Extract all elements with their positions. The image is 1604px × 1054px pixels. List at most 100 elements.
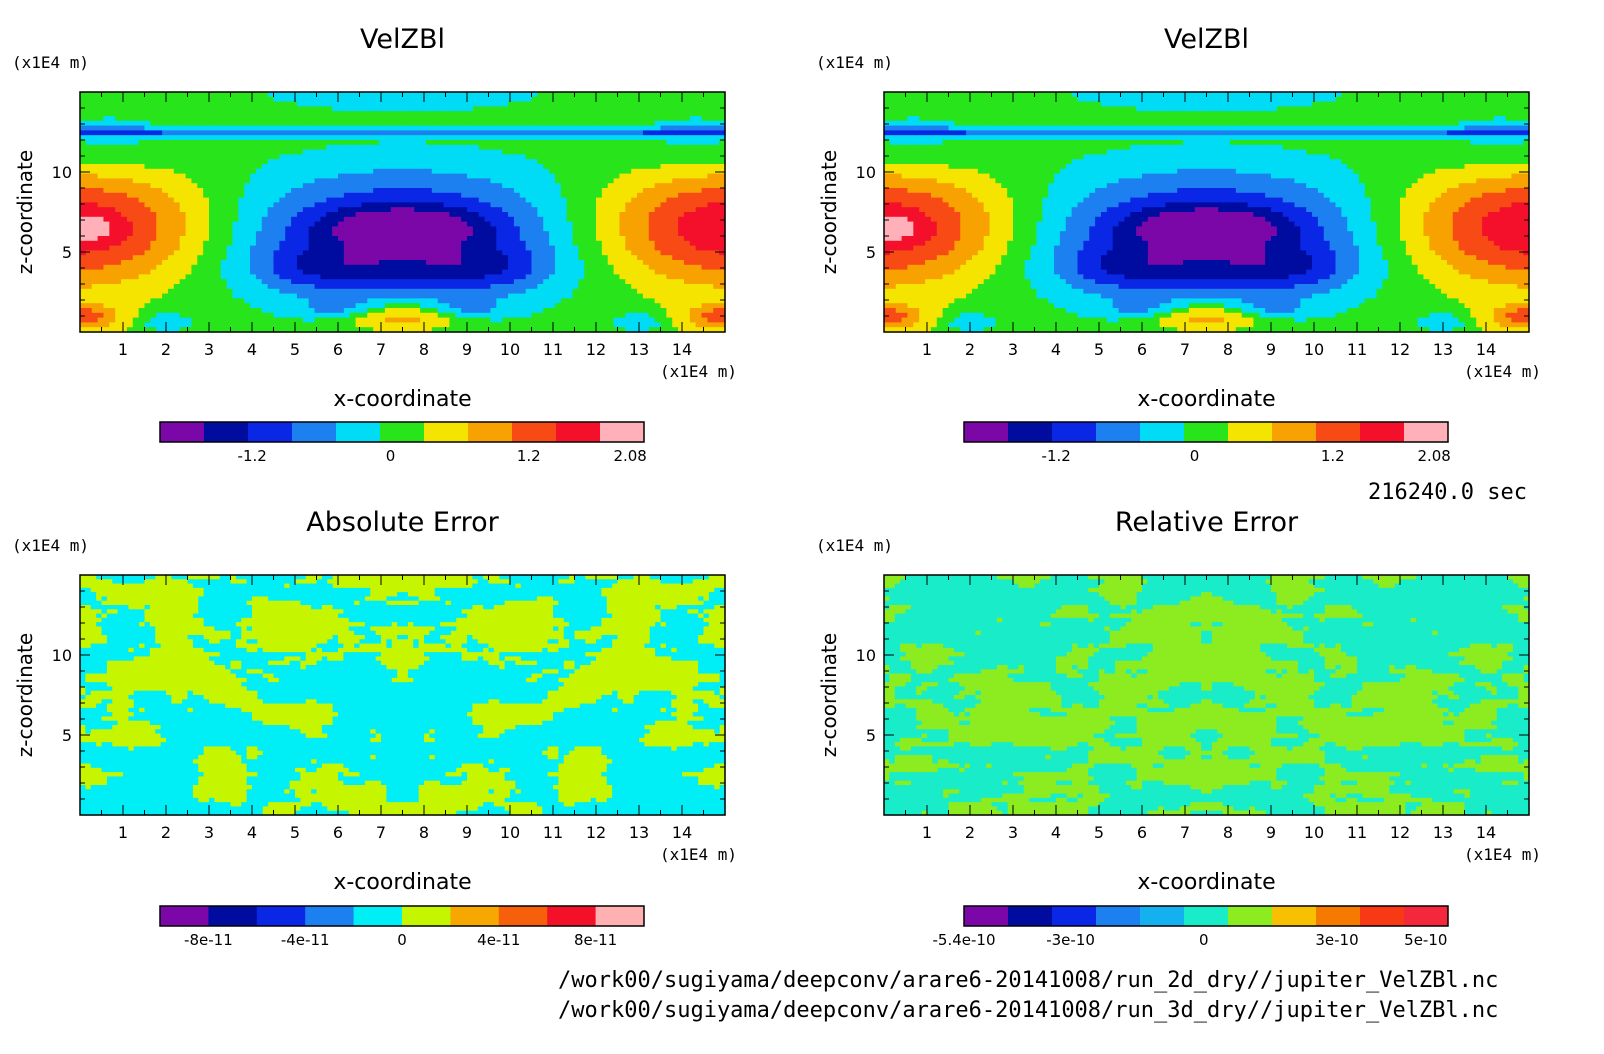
- heatmap-cell: [144, 245, 151, 251]
- heatmap-cell: [508, 255, 515, 261]
- heatmap-cell: [361, 92, 368, 98]
- heatmap-cell: [508, 260, 515, 266]
- heatmap-cell: [472, 106, 480, 112]
- heatmap-cell: [637, 96, 644, 103]
- heatmap-cell: [648, 269, 656, 275]
- heatmap-cell: [637, 154, 644, 160]
- heatmap-cell: [267, 92, 275, 98]
- heatmap-cell: [308, 279, 316, 285]
- heatmap-cell: [642, 303, 650, 309]
- heatmap-cell: [502, 192, 509, 199]
- heatmap-cell: [232, 303, 239, 309]
- heatmap-cell: [613, 96, 621, 103]
- heatmap-cell: [607, 92, 615, 98]
- heatmap-cell: [238, 192, 245, 199]
- heatmap-cell: [513, 96, 521, 103]
- heatmap-cell: [244, 288, 251, 295]
- heatmap-cell: [355, 303, 363, 309]
- heatmap-cell: [508, 101, 515, 107]
- heatmap-cell: [578, 264, 585, 271]
- heatmap-cell: [601, 149, 609, 155]
- heatmap-cell: [244, 226, 251, 232]
- heatmap-cell: [596, 212, 603, 218]
- heatmap-cell: [156, 245, 163, 251]
- heatmap-cell: [619, 135, 626, 141]
- heatmap-cell: [414, 221, 421, 227]
- heatmap-cell: [390, 92, 398, 98]
- heatmap-cell: [472, 178, 480, 184]
- heatmap-cell: [672, 221, 679, 227]
- heatmap-cell: [203, 164, 210, 170]
- heatmap-cell: [396, 188, 404, 194]
- heatmap-cell: [91, 250, 99, 256]
- heatmap-cell: [408, 106, 415, 112]
- heatmap-cell: [707, 168, 714, 175]
- heatmap-cell: [596, 164, 603, 170]
- heatmap-cell: [719, 303, 726, 309]
- heatmap-cell: [238, 250, 245, 256]
- heatmap-cell: [425, 149, 433, 155]
- heatmap-cell: [91, 212, 99, 218]
- heatmap-cell: [496, 226, 503, 232]
- heatmap-cell: [496, 164, 503, 170]
- heatmap-cell: [689, 221, 697, 227]
- heatmap-cell: [590, 116, 597, 122]
- heatmap-cell: [654, 216, 662, 223]
- heatmap-cell: [420, 303, 427, 309]
- heatmap-cell: [683, 293, 691, 299]
- heatmap-cell: [619, 116, 626, 122]
- heatmap-cell: [537, 255, 544, 261]
- heatmap-cell: [209, 96, 216, 103]
- heatmap-cell: [478, 101, 486, 107]
- heatmap-cell: [543, 240, 550, 247]
- heatmap-cell: [437, 125, 445, 131]
- heatmap-cell: [379, 164, 386, 170]
- heatmap-cell: [443, 183, 451, 189]
- heatmap-cell: [167, 269, 175, 275]
- heatmap-cell: [566, 255, 574, 261]
- heatmap-cell: [666, 178, 673, 184]
- heatmap-cell: [179, 288, 187, 295]
- heatmap-cell: [543, 144, 550, 151]
- heatmap-cell: [279, 168, 286, 175]
- heatmap-cell: [144, 120, 151, 127]
- heatmap-cell: [285, 116, 292, 122]
- heatmap-cell: [367, 288, 374, 295]
- heatmap-cell: [138, 274, 146, 280]
- heatmap-cell: [179, 264, 187, 271]
- heatmap-cell: [349, 216, 357, 223]
- heatmap-cell: [226, 164, 234, 170]
- heatmap-cell: [115, 279, 122, 285]
- heatmap-cell: [560, 212, 568, 218]
- heatmap-cell: [513, 279, 521, 285]
- heatmap-cell: [642, 274, 650, 280]
- heatmap-cell: [302, 303, 310, 309]
- heatmap-cell: [631, 130, 638, 136]
- heatmap-cell: [420, 144, 427, 151]
- heatmap-cell: [115, 221, 122, 227]
- heatmap-cell: [414, 298, 421, 304]
- heatmap-cell: [332, 101, 339, 107]
- heatmap-cell: [203, 188, 210, 194]
- heatmap-cell: [214, 255, 222, 261]
- heatmap-cell: [537, 240, 544, 247]
- heatmap-cell: [396, 226, 404, 232]
- heatmap-cell: [560, 159, 568, 165]
- heatmap-cell: [238, 188, 245, 194]
- heatmap-cell: [431, 111, 439, 117]
- heatmap-cell: [132, 111, 140, 117]
- heatmap-cell: [484, 274, 492, 280]
- heatmap-cell: [390, 293, 398, 299]
- heatmap-cell: [408, 120, 415, 127]
- heatmap-cell: [455, 92, 462, 98]
- heatmap-cell: [121, 240, 128, 247]
- heatmap-cell: [549, 303, 556, 309]
- heatmap-cell: [566, 101, 574, 107]
- heatmap-cell: [678, 260, 685, 266]
- heatmap-cell: [244, 149, 251, 155]
- heatmap-cell: [91, 159, 99, 165]
- heatmap-cell: [478, 149, 486, 155]
- heatmap-cell: [672, 144, 679, 151]
- heatmap-cell: [625, 207, 632, 213]
- heatmap-cell: [103, 92, 110, 98]
